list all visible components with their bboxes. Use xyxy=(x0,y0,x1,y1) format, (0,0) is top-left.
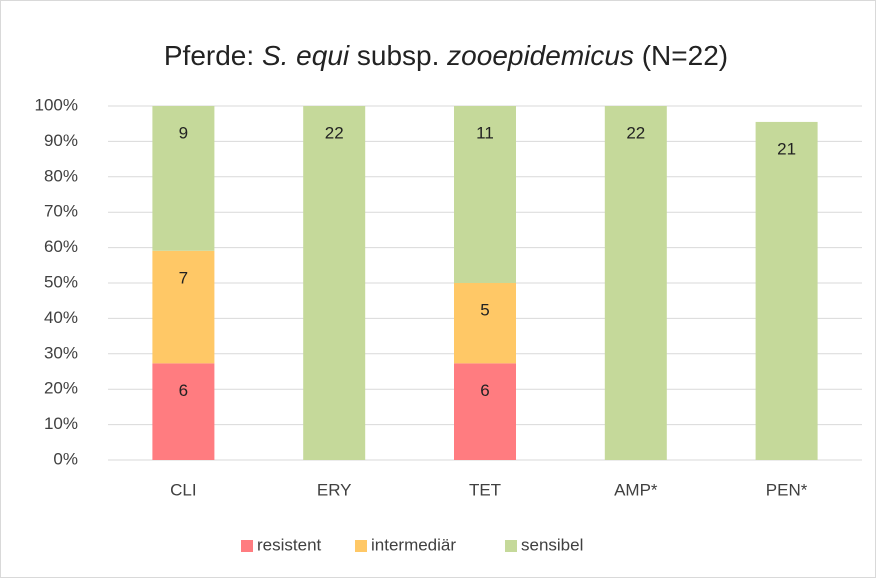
y-tick-label: 100% xyxy=(35,95,78,114)
bar-segment xyxy=(604,106,667,460)
y-tick-label: 40% xyxy=(44,308,78,327)
y-tick-label: 80% xyxy=(44,166,78,185)
y-tick-label: 10% xyxy=(44,414,78,433)
x-tick-label: ERY xyxy=(317,480,352,499)
legend-swatch xyxy=(355,540,367,552)
y-tick-label: 90% xyxy=(44,131,78,150)
y-tick-label: 0% xyxy=(53,449,78,468)
bar-segment xyxy=(454,106,516,283)
legend-swatch xyxy=(241,540,253,552)
x-tick-label: AMP* xyxy=(614,480,658,499)
data-label: 6 xyxy=(480,381,489,400)
data-label: 7 xyxy=(179,268,188,287)
legend-label: resistent xyxy=(257,535,322,554)
bar-segment xyxy=(755,121,818,461)
data-label: 6 xyxy=(179,381,188,400)
data-label: 5 xyxy=(480,300,489,319)
bar-segment xyxy=(303,106,366,460)
bar-segment xyxy=(454,363,516,460)
data-label: 11 xyxy=(476,123,494,142)
data-label: 22 xyxy=(325,123,344,142)
title-part: (N=22) xyxy=(634,40,728,71)
data-label: 9 xyxy=(179,123,188,142)
chart-title: Pferde: S. equi subsp. zooepidemicus (N=… xyxy=(164,40,728,71)
x-tick-label: CLI xyxy=(170,480,196,499)
data-label: 21 xyxy=(777,139,796,158)
bar-segment xyxy=(152,250,215,364)
title-part: S. equi xyxy=(262,40,350,71)
x-tick-label: TET xyxy=(469,480,501,499)
bar-segment xyxy=(454,283,516,364)
bar-segment xyxy=(152,106,215,251)
legend-label: intermediär xyxy=(371,535,456,554)
title-part: subsp. xyxy=(349,40,447,71)
x-tick-label: PEN* xyxy=(766,480,808,499)
y-tick-label: 70% xyxy=(44,202,78,221)
y-tick-label: 50% xyxy=(44,272,78,291)
y-tick-label: 30% xyxy=(44,343,78,362)
legend-swatch xyxy=(505,540,517,552)
data-label: 22 xyxy=(626,123,645,142)
y-tick-label: 20% xyxy=(44,379,78,398)
y-tick-label: 60% xyxy=(44,237,78,256)
title-part: zooepidemicus xyxy=(446,40,634,71)
bar-segment xyxy=(152,363,215,460)
title-part: Pferde: xyxy=(164,40,262,71)
legend-label: sensibel xyxy=(521,535,583,554)
